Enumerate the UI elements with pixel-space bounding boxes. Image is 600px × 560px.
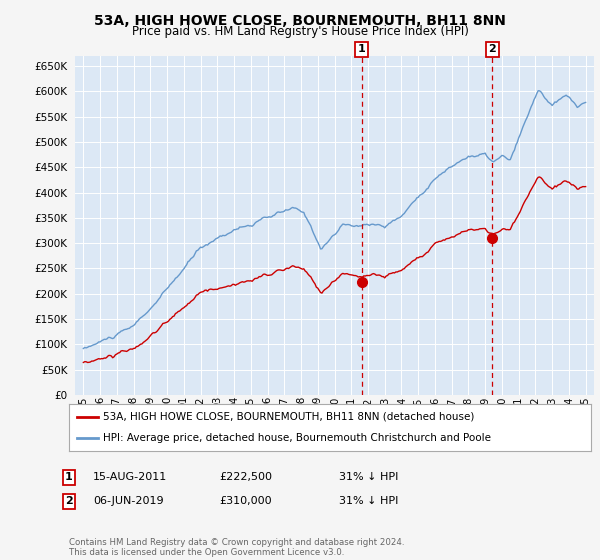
Text: 31% ↓ HPI: 31% ↓ HPI bbox=[339, 472, 398, 482]
Text: Contains HM Land Registry data © Crown copyright and database right 2024.
This d: Contains HM Land Registry data © Crown c… bbox=[69, 538, 404, 557]
Text: 2: 2 bbox=[65, 496, 73, 506]
Text: 06-JUN-2019: 06-JUN-2019 bbox=[93, 496, 164, 506]
Text: 31% ↓ HPI: 31% ↓ HPI bbox=[339, 496, 398, 506]
Text: HPI: Average price, detached house, Bournemouth Christchurch and Poole: HPI: Average price, detached house, Bour… bbox=[103, 433, 491, 444]
Text: 53A, HIGH HOWE CLOSE, BOURNEMOUTH, BH11 8NN (detached house): 53A, HIGH HOWE CLOSE, BOURNEMOUTH, BH11 … bbox=[103, 412, 475, 422]
Text: £222,500: £222,500 bbox=[219, 472, 272, 482]
Text: 53A, HIGH HOWE CLOSE, BOURNEMOUTH, BH11 8NN: 53A, HIGH HOWE CLOSE, BOURNEMOUTH, BH11 … bbox=[94, 14, 506, 28]
Text: 1: 1 bbox=[65, 472, 73, 482]
Text: Price paid vs. HM Land Registry's House Price Index (HPI): Price paid vs. HM Land Registry's House … bbox=[131, 25, 469, 38]
Text: 2: 2 bbox=[488, 44, 496, 54]
Text: 15-AUG-2011: 15-AUG-2011 bbox=[93, 472, 167, 482]
Text: £310,000: £310,000 bbox=[219, 496, 272, 506]
Text: 1: 1 bbox=[358, 44, 365, 54]
